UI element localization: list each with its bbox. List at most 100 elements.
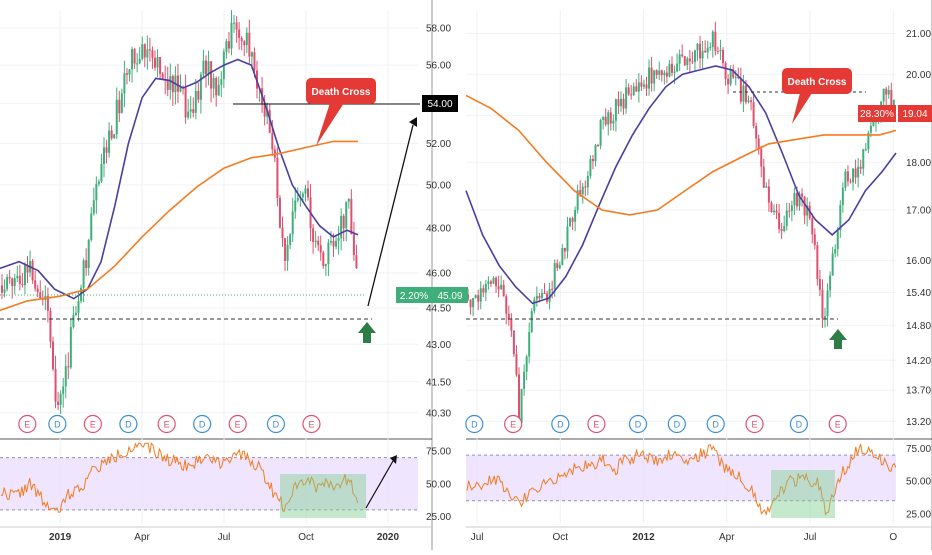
candle-body	[39, 292, 42, 299]
candle-body	[6, 277, 9, 290]
candle-body	[497, 286, 500, 290]
dividend-marker	[465, 414, 484, 434]
candle-body	[215, 77, 218, 96]
candle-body	[632, 86, 635, 96]
y-tick-label: 14.80	[906, 321, 931, 332]
candle-body	[569, 218, 571, 227]
candle-body	[276, 157, 279, 198]
event-marker-label: D	[635, 420, 642, 430]
candle-body	[317, 240, 320, 246]
candle-body	[867, 132, 870, 150]
candle-body	[798, 193, 801, 207]
earnings-marker	[828, 414, 847, 434]
moving-average-fast	[0, 58, 359, 300]
candle-body	[551, 288, 554, 290]
candle-body	[64, 366, 67, 387]
candle-body	[683, 56, 686, 66]
candle-body	[156, 56, 159, 68]
candle-body	[327, 242, 330, 265]
event-marker-label: E	[593, 420, 599, 430]
candle-body	[85, 260, 88, 269]
candle-body	[648, 67, 651, 89]
buy-arrow-icon	[829, 329, 847, 349]
candle-body	[307, 188, 309, 198]
event-marker-label: D	[796, 420, 803, 430]
candle-body	[604, 116, 607, 125]
candle-body	[159, 56, 162, 74]
candle-body	[495, 277, 498, 287]
rsi-highlight-box	[771, 470, 835, 518]
earnings-marker	[302, 414, 321, 434]
candle-body	[854, 168, 857, 178]
dividend-marker	[789, 414, 809, 434]
candle-body	[189, 109, 192, 112]
candle-body	[630, 94, 633, 96]
candle-body	[332, 240, 335, 247]
candle-body	[212, 77, 215, 89]
candle-body	[171, 76, 174, 93]
candle-body	[314, 240, 317, 243]
earnings-marker	[228, 414, 247, 434]
candle-body	[118, 99, 121, 114]
candle-body	[510, 318, 513, 331]
candle-body	[69, 327, 72, 368]
dividend-marker	[667, 414, 686, 434]
change-pct-tag	[396, 287, 432, 303]
target-price-label: 54.00	[427, 99, 452, 110]
candle-body	[352, 234, 355, 256]
candle-body	[120, 93, 123, 114]
moving-average-fast	[465, 65, 897, 305]
candle-body	[535, 295, 538, 300]
candle-body	[74, 312, 77, 315]
candle-body	[62, 386, 65, 394]
rsi-tick-label: 75.00	[426, 447, 451, 458]
event-marker-label: D	[199, 420, 206, 430]
candle-body	[591, 158, 594, 162]
candle-body	[727, 78, 730, 85]
candle-body	[151, 50, 154, 58]
event-marker-label: D	[557, 420, 564, 430]
candle-body	[154, 57, 156, 68]
candle-body	[342, 215, 345, 229]
event-marker-label: D	[712, 420, 719, 430]
candle-body	[665, 72, 668, 77]
candle-body	[778, 212, 781, 230]
candle-body	[192, 109, 195, 113]
candle-body	[125, 73, 128, 75]
candle-body	[747, 100, 750, 103]
x-tick-label: Jul	[218, 532, 231, 543]
candle-body	[543, 293, 546, 295]
candle-body	[824, 316, 826, 319]
candle-body	[658, 70, 661, 75]
candle-body	[141, 44, 144, 60]
candle-body	[836, 230, 839, 250]
candle-body	[520, 388, 523, 423]
y-tick-label: 16.00	[906, 256, 931, 267]
candle-body	[561, 247, 564, 266]
chart-panel-1: 58.00 56.00 54.00 52.00 50.00 48.00 46.00 44.50…	[0, 0, 451, 550]
candle-body	[512, 330, 515, 355]
earnings-marker	[18, 414, 37, 434]
candle-body	[892, 100, 895, 106]
candle-body	[128, 69, 131, 75]
candle-body	[304, 188, 307, 194]
earnings-marker	[504, 414, 523, 434]
rsi-tick-label: 25.00	[906, 509, 931, 520]
candle-body	[515, 354, 518, 375]
candle-body	[548, 288, 551, 302]
y-tick-label: 50.00	[426, 180, 451, 191]
candle-body	[169, 76, 172, 90]
candle-body	[579, 190, 582, 195]
candle-body	[780, 229, 783, 232]
change-pct-tag	[858, 105, 896, 122]
candle-body	[818, 278, 821, 290]
candle-body	[528, 331, 531, 357]
x-tick-label: Apr	[719, 532, 735, 543]
candle-body	[765, 186, 768, 188]
candle-body	[732, 69, 735, 78]
rsi-arrow-head	[390, 455, 397, 464]
candle-body	[97, 181, 100, 184]
candle-body	[538, 295, 541, 299]
candle-body	[574, 210, 577, 222]
x-tick-label: 2019	[49, 532, 72, 543]
